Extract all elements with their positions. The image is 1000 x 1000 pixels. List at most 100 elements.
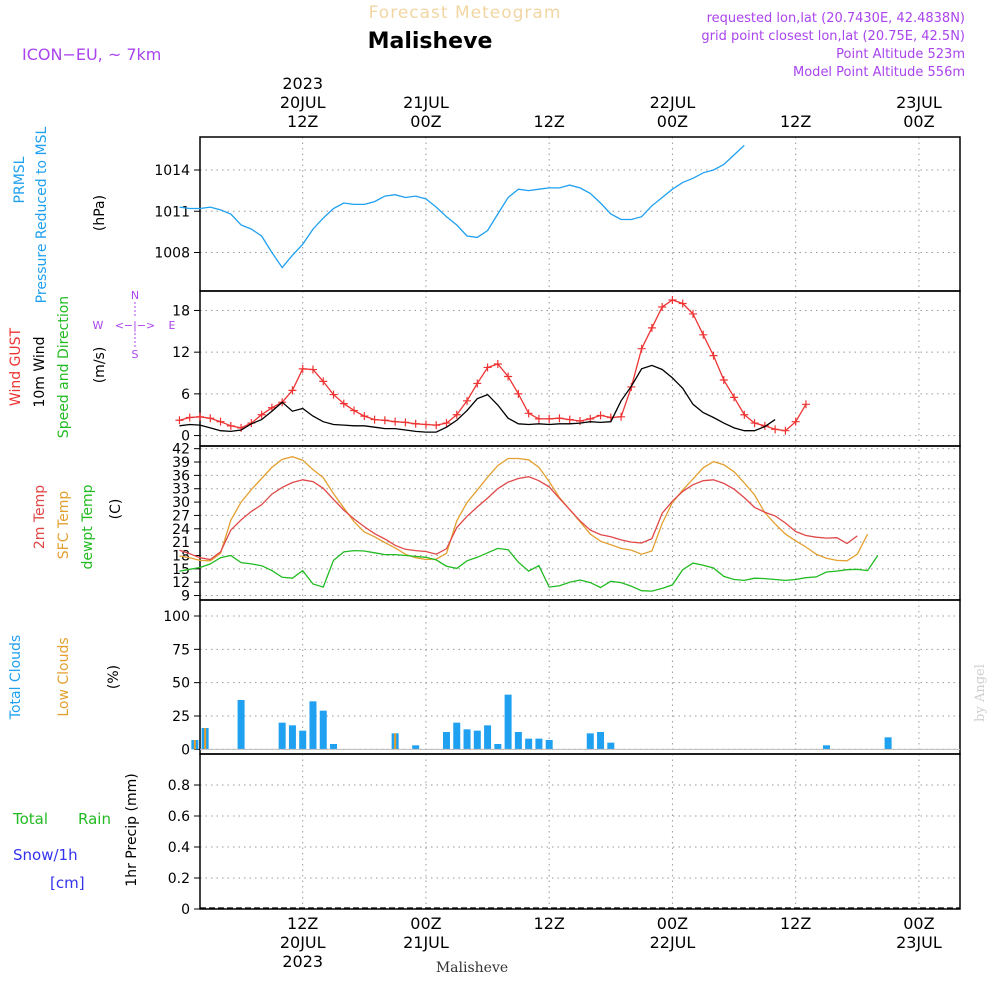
gust-marker [801, 400, 810, 409]
total-clouds-bar [278, 722, 286, 750]
gust-marker [709, 351, 718, 360]
top-time-label: 00Z [657, 112, 688, 131]
gust-marker [483, 363, 492, 372]
gust-marker [206, 414, 215, 423]
bottom-time-label: 12Z [780, 914, 811, 933]
low-clouds-bar [204, 728, 207, 750]
y-tick-label: 25 [172, 709, 190, 725]
gust-marker [596, 411, 605, 420]
gust-marker [699, 330, 708, 339]
y-tick-label: 33 [172, 482, 190, 498]
temp-sfc-label: SFC Temp [56, 491, 72, 560]
total-clouds-bar [309, 701, 317, 750]
wind-10m-label: 10m Wind [32, 336, 48, 407]
gust-marker [175, 416, 184, 425]
total-clouds-bar [607, 742, 615, 750]
gust-marker [432, 421, 441, 430]
precip-panel: Total Rain Snow/1h [cm] 1hr Precip (mm) … [12, 753, 961, 918]
y-tick-label: 6 [181, 387, 190, 403]
precip-rain-label: Rain [78, 810, 111, 828]
gust-marker [196, 412, 204, 421]
y-tick-label: 1014 [154, 163, 190, 179]
gust-marker [555, 414, 564, 423]
credit-watermark: by Angel [973, 664, 988, 722]
bottom-time-label: 00Z [410, 914, 441, 933]
gust-marker [565, 415, 574, 424]
total-clouds-bar [288, 725, 296, 750]
compass-n: N [131, 289, 139, 302]
y-tick-label: 12 [172, 345, 190, 361]
clouds-unit: (%) [106, 665, 122, 689]
pressure-panel: PRMSL Pressure Reduced to MSL (hPa) 1008… [12, 126, 961, 303]
y-tick-label: 39 [172, 455, 190, 471]
bottom-time-label: 20JUL [280, 933, 326, 952]
requested-coords: requested lon,lat (20.7430E, 42.4838N) [707, 11, 965, 26]
gust-marker [504, 372, 513, 381]
gust-marker [473, 379, 482, 388]
gust-marker [524, 409, 533, 418]
gust-marker [350, 406, 359, 415]
gust-marker [658, 302, 667, 311]
gust-marker [647, 323, 656, 332]
gust-marker [370, 415, 379, 424]
compass-cross: <−|−> [115, 319, 156, 332]
low-clouds-bar [193, 740, 196, 750]
gust-marker [298, 364, 307, 373]
total-clouds-bar [494, 744, 502, 750]
temp-2m-label: 2m Temp [32, 485, 48, 549]
wind-gust-label: Wind GUST [8, 327, 24, 406]
top-time-label: 12Z [287, 112, 318, 131]
gust-marker [380, 416, 389, 425]
gust-marker [791, 417, 800, 426]
gust-line [179, 299, 807, 432]
gust-marker [637, 344, 646, 353]
y-tick-label: 0 [181, 742, 190, 758]
top-time-label: 12Z [534, 112, 565, 131]
gust-marker [771, 425, 780, 434]
clouds-panel: Total Clouds Low Clouds (%) 0 25 50 75 100 [8, 599, 961, 758]
pressure-label-long: Pressure Reduced to MSL [34, 126, 50, 303]
y-tick-label: 0 [181, 902, 190, 918]
precip-axis-label: 1hr Precip (mm) [124, 773, 140, 886]
y-tick-label: 21 [172, 535, 190, 551]
top-time-label: 12Z [780, 112, 811, 131]
total-clouds-bar [597, 732, 605, 750]
total-clouds-bar [463, 729, 471, 750]
gust-marker [463, 396, 472, 405]
top-time-label: 20JUL [280, 93, 326, 112]
y-tick-label: 12 [172, 575, 190, 591]
gust-marker [740, 410, 749, 419]
gust-marker [442, 419, 451, 428]
bottom-time-label: 23JUL [896, 933, 942, 952]
gust-marker [257, 410, 266, 419]
total-clouds-bar [525, 738, 533, 750]
grid-point-coords: grid point closest lon,lat (20.75E, 42.5… [701, 29, 965, 44]
total-clouds-bar [822, 745, 830, 750]
y-tick-label: 100 [163, 609, 190, 625]
top-time-label: 00Z [903, 112, 934, 131]
total-clouds-bar [484, 725, 492, 750]
y-tick-label: 27 [172, 508, 190, 524]
y-tick-label: 24 [172, 522, 190, 538]
total-clouds-bar [586, 733, 594, 750]
gust-marker [730, 393, 739, 402]
bottom-time-label: 12Z [287, 914, 318, 933]
total-clouds-bar [453, 722, 461, 750]
temp-unit: (C) [108, 499, 124, 520]
gust-marker [617, 412, 626, 421]
point-altitude: Point Altitude 523m [836, 47, 965, 62]
wind-panel: Wind GUST 10m Wind Speed and Direction (… [8, 289, 961, 447]
low-clouds-bar [394, 733, 397, 750]
gust-marker [226, 421, 235, 430]
precip-snow-unit: [cm] [50, 874, 85, 892]
gust-marker [391, 417, 400, 426]
pressure-label-short: PRMSL [12, 156, 28, 203]
gust-marker [688, 309, 697, 318]
gust-marker [216, 417, 225, 426]
y-tick-label: 36 [172, 468, 190, 484]
chart-title: Forecast Meteogram [369, 3, 562, 23]
wind-speed-dir-label: Speed and Direction [56, 296, 72, 438]
gust-marker [545, 414, 554, 423]
